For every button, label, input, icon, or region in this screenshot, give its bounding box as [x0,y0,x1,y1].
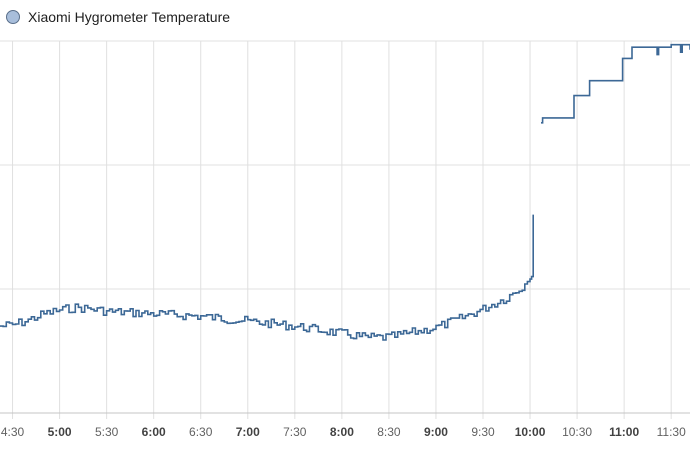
x-tick-label: 6:30 [189,425,213,439]
legend-label: Xiaomi Hygrometer Temperature [28,9,231,25]
x-tick-label: 8:00 [330,425,354,439]
x-tick-label: 11:00 [609,425,639,439]
series-layer [0,43,690,341]
series-line-segment[interactable] [0,214,534,341]
x-tick-label: 7:30 [283,425,307,439]
x-tick-label: 7:00 [236,425,260,439]
y-gridlines [0,40,690,414]
series-line-segment[interactable] [541,43,690,124]
x-tick-label: 10:30 [562,425,592,439]
x-tick-labels: 4:30 5:00 5:30 6:00 6:30 7:00 7:30 8:00 8:30 9:00… [1,425,686,439]
x-tick-label: 8:30 [377,425,401,439]
x-tick-label: 5:00 [48,425,72,439]
x-tick-label: 9:30 [471,425,495,439]
x-tick-label: 10:00 [515,425,546,439]
legend-swatch [6,10,20,24]
x-tick-label: 5:30 [95,425,119,439]
x-tick-label: 6:00 [142,425,166,439]
x-gridlines [12,41,672,419]
x-tick-label: 9:00 [424,425,448,439]
x-tick-label: 4:30 [1,425,25,439]
legend[interactable]: Xiaomi Hygrometer Temperature [6,7,230,27]
x-tick-label: 11:30 [657,425,686,439]
